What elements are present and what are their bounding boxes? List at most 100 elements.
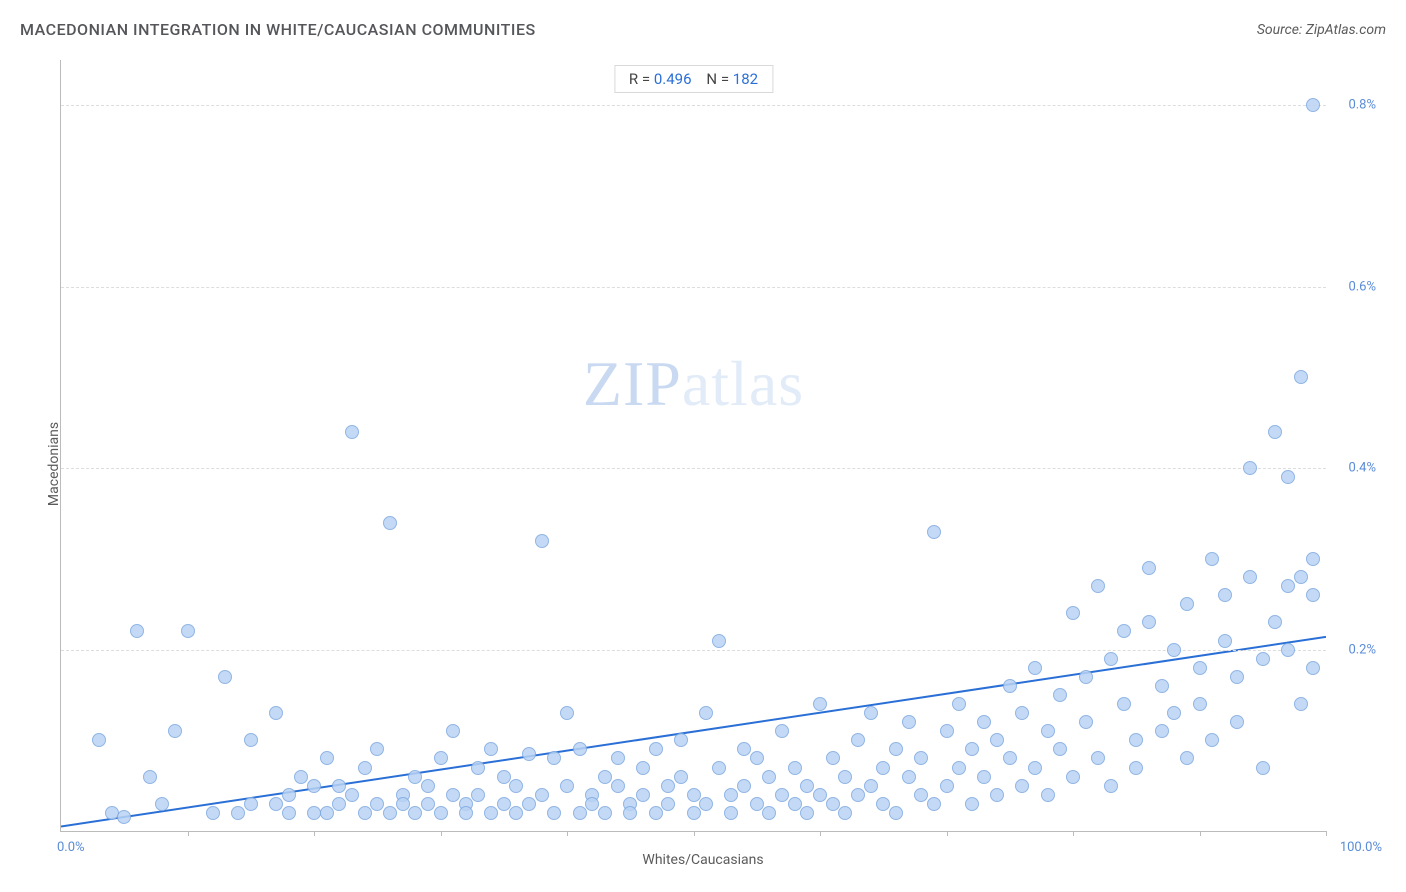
data-point: [990, 733, 1004, 747]
data-point: [1205, 552, 1219, 566]
data-point: [914, 751, 928, 765]
data-point: [573, 742, 587, 756]
data-point: [1129, 761, 1143, 775]
data-point: [269, 797, 283, 811]
data-point: [1281, 643, 1295, 657]
data-point: [965, 742, 979, 756]
data-point: [1306, 661, 1320, 675]
data-point: [1155, 679, 1169, 693]
data-point: [813, 697, 827, 711]
data-point: [775, 724, 789, 738]
data-point: [940, 779, 954, 793]
data-point: [1066, 606, 1080, 620]
data-point: [1218, 634, 1232, 648]
data-point: [826, 751, 840, 765]
data-point: [244, 797, 258, 811]
data-point: [1281, 579, 1295, 593]
data-point: [1091, 751, 1105, 765]
x-tick: [820, 831, 821, 836]
data-point: [724, 806, 738, 820]
data-point: [636, 788, 650, 802]
data-point: [358, 806, 372, 820]
data-point: [699, 706, 713, 720]
data-point: [1003, 679, 1017, 693]
data-point: [345, 788, 359, 802]
data-point: [421, 779, 435, 793]
data-point: [1041, 788, 1055, 802]
data-point: [446, 724, 460, 738]
data-point: [1079, 715, 1093, 729]
data-point: [143, 770, 157, 784]
data-point: [497, 770, 511, 784]
data-point: [218, 670, 232, 684]
data-point: [282, 806, 296, 820]
data-point: [1306, 98, 1320, 112]
data-point: [902, 715, 916, 729]
data-point: [826, 797, 840, 811]
data-point: [889, 742, 903, 756]
data-point: [522, 797, 536, 811]
data-point: [320, 751, 334, 765]
data-point: [522, 747, 536, 761]
data-point: [535, 788, 549, 802]
data-point: [990, 788, 1004, 802]
data-point: [674, 733, 688, 747]
data-point: [434, 806, 448, 820]
data-point: [206, 806, 220, 820]
data-point: [952, 761, 966, 775]
data-point: [762, 806, 776, 820]
data-point: [838, 770, 852, 784]
data-point: [1193, 661, 1207, 675]
data-point: [864, 706, 878, 720]
x-tick: [1073, 831, 1074, 836]
data-point: [788, 761, 802, 775]
data-point: [1028, 661, 1042, 675]
data-point: [1180, 751, 1194, 765]
gridline-y: [61, 105, 1326, 106]
data-point: [1053, 742, 1067, 756]
data-point: [687, 788, 701, 802]
data-point: [484, 742, 498, 756]
data-point: [851, 788, 865, 802]
data-point: [750, 797, 764, 811]
data-point: [1230, 715, 1244, 729]
gridline-y: [61, 468, 1326, 469]
data-point: [471, 788, 485, 802]
chart-container: Macedonians Whites/Caucasians ZIPatlas R…: [20, 55, 1386, 872]
data-point: [737, 742, 751, 756]
data-point: [1053, 688, 1067, 702]
data-point: [358, 761, 372, 775]
data-point: [560, 779, 574, 793]
data-point: [598, 806, 612, 820]
data-point: [851, 733, 865, 747]
data-point: [573, 806, 587, 820]
y-tick-label: 0.4%: [1348, 461, 1376, 476]
data-point: [181, 624, 195, 638]
data-point: [383, 516, 397, 530]
x-tick: [314, 831, 315, 836]
scatter-plot: ZIPatlas R = 0.496 N = 182 0.0% 100.0% 0…: [60, 60, 1326, 832]
data-point: [320, 806, 334, 820]
data-point: [1079, 670, 1093, 684]
data-point: [1167, 643, 1181, 657]
data-point: [585, 797, 599, 811]
data-point: [674, 770, 688, 784]
data-point: [1117, 624, 1131, 638]
data-point: [244, 733, 258, 747]
data-point: [1104, 652, 1118, 666]
data-point: [1218, 588, 1232, 602]
data-point: [383, 806, 397, 820]
data-point: [92, 733, 106, 747]
data-point: [1243, 570, 1257, 584]
data-point: [1294, 370, 1308, 384]
gridline-y: [61, 650, 1326, 651]
data-point: [977, 715, 991, 729]
x-tick: [1200, 831, 1201, 836]
data-point: [1268, 615, 1282, 629]
trend-line: [61, 60, 1326, 831]
data-point: [1205, 733, 1219, 747]
data-point: [649, 742, 663, 756]
watermark: ZIPatlas: [583, 347, 804, 421]
data-point: [1028, 761, 1042, 775]
data-point: [1155, 724, 1169, 738]
